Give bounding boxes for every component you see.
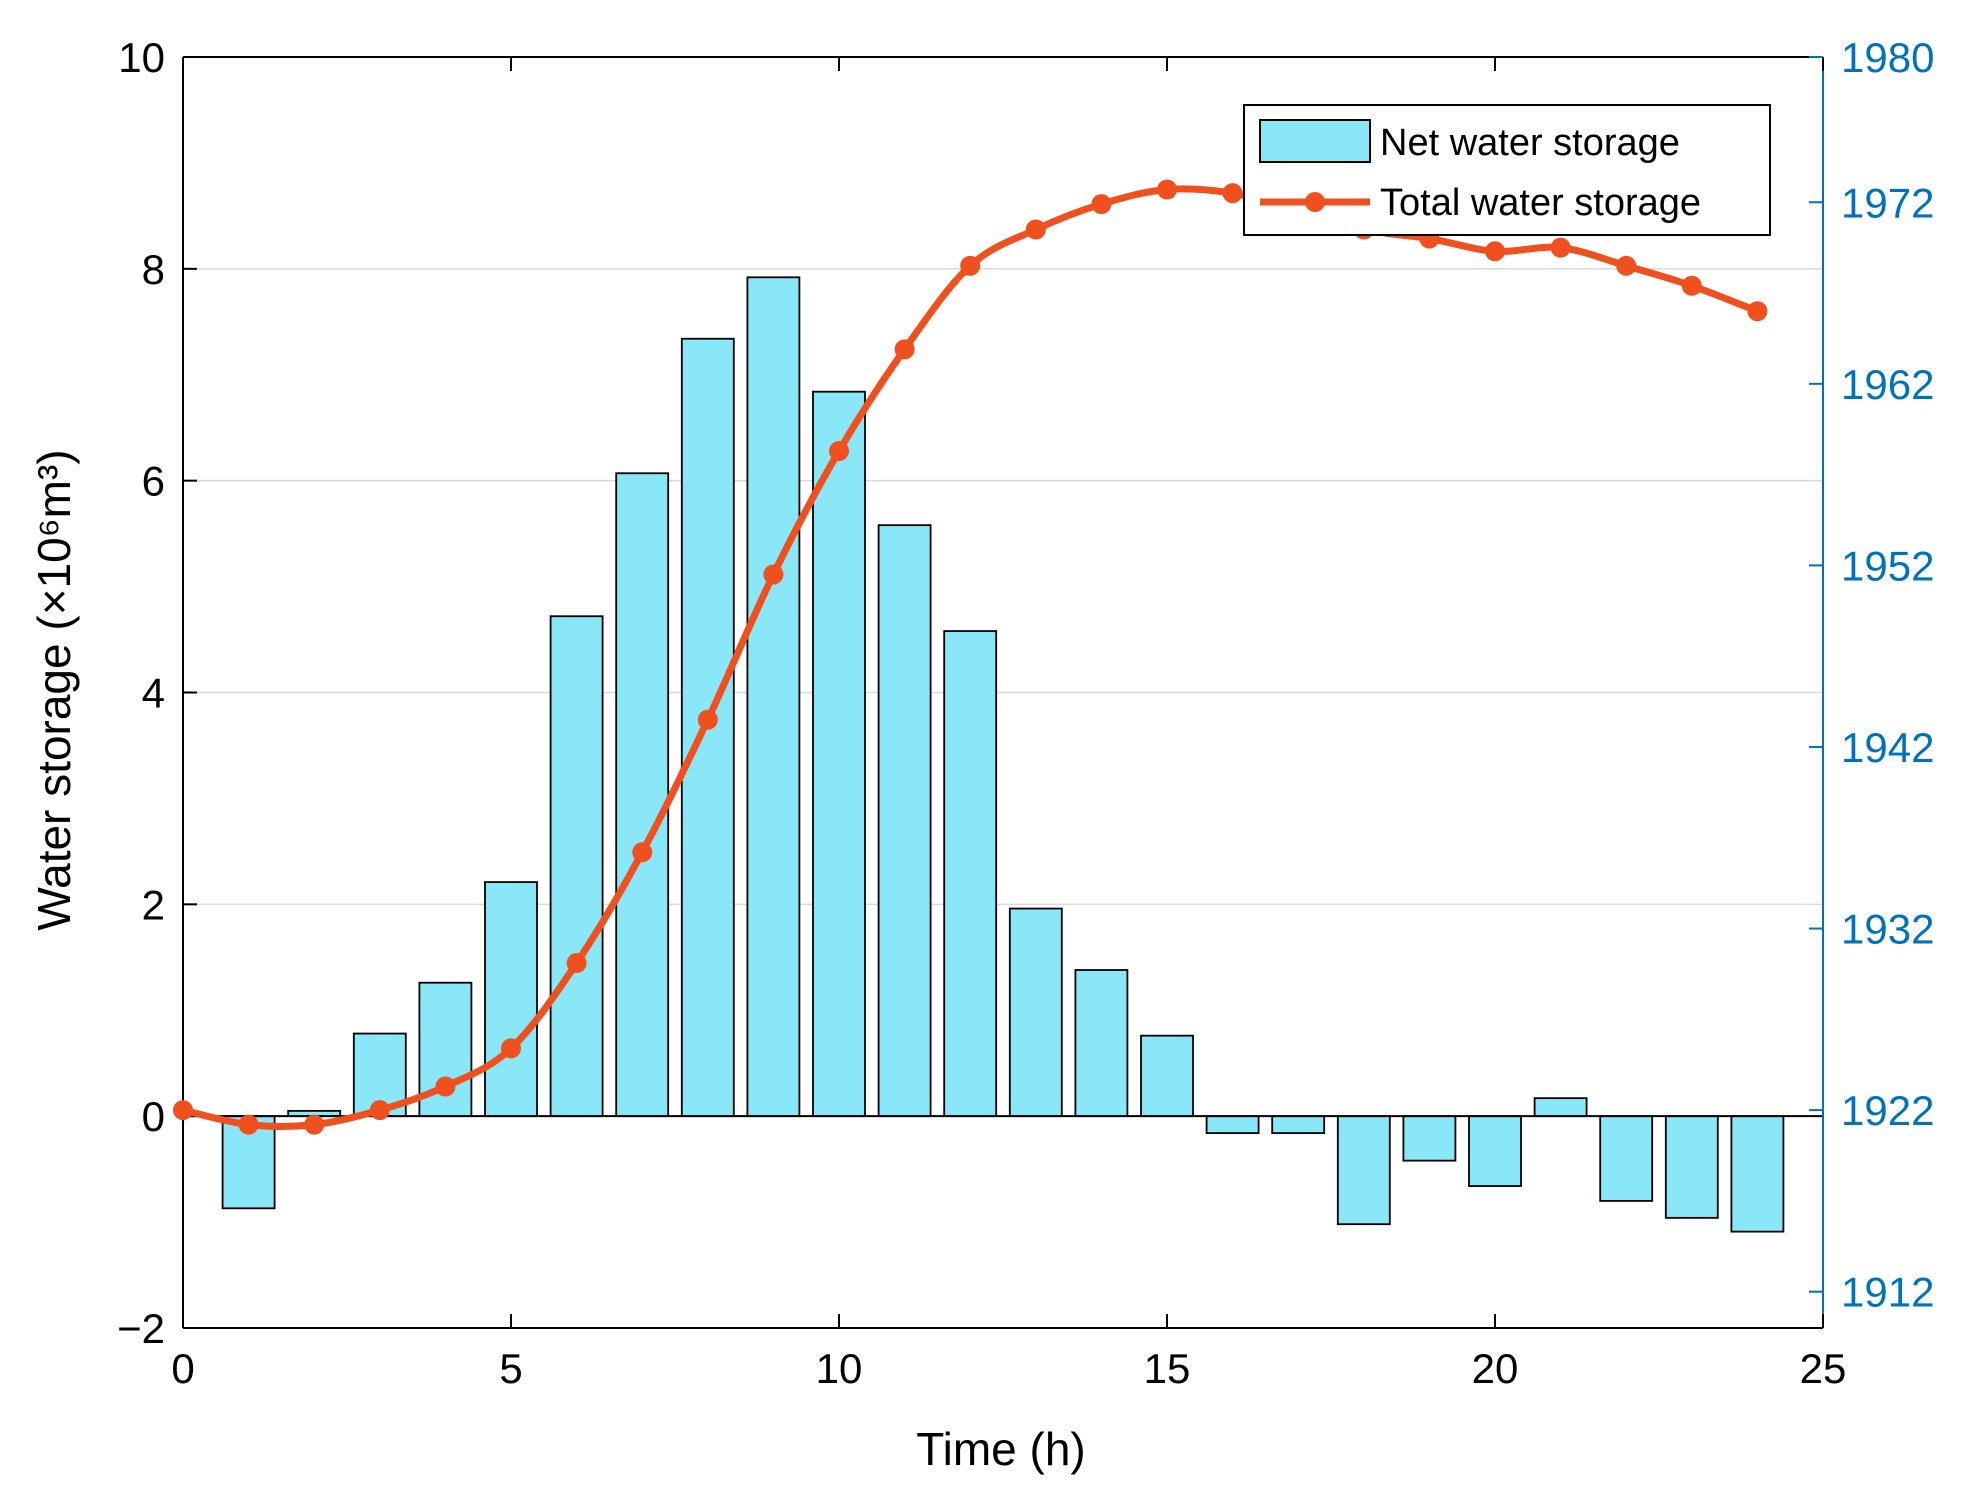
x-tick-label: 5 bbox=[499, 1345, 522, 1392]
legend-label-net-water-storage: Net water storage bbox=[1380, 122, 1680, 164]
bar bbox=[549, 615, 604, 1118]
line-point bbox=[173, 1100, 193, 1121]
bar bbox=[1730, 1115, 1785, 1233]
line-point bbox=[1157, 179, 1177, 200]
legend: Net water storage Total water storage bbox=[1243, 104, 1771, 236]
x-tick-label: 20 bbox=[1472, 1345, 1519, 1392]
line-point bbox=[697, 709, 718, 730]
y2-tick-label: 1980 bbox=[1841, 34, 1934, 81]
line-point bbox=[632, 842, 653, 863]
line-point bbox=[763, 564, 784, 585]
bar bbox=[1008, 907, 1063, 1118]
line-point bbox=[829, 441, 849, 462]
bar bbox=[1402, 1115, 1457, 1162]
line-point bbox=[894, 339, 915, 360]
y-tick-label: 8 bbox=[142, 246, 165, 293]
bar bbox=[1271, 1115, 1326, 1135]
line-point bbox=[566, 953, 587, 974]
y2-tick-label: 1942 bbox=[1841, 724, 1934, 771]
y-tick-label: 2 bbox=[142, 881, 165, 928]
legend-line-marker bbox=[1305, 192, 1325, 212]
legend-label-total-water-storage: Total water storage bbox=[1380, 182, 1701, 224]
bar bbox=[484, 881, 538, 1118]
line-point bbox=[369, 1100, 390, 1121]
bar bbox=[1468, 1115, 1522, 1187]
bar bbox=[1664, 1115, 1719, 1219]
x-axis-label: Time (h) bbox=[916, 1423, 1086, 1475]
line-point bbox=[1616, 255, 1637, 276]
bar bbox=[943, 630, 998, 1118]
legend-bar-swatch bbox=[1259, 119, 1371, 163]
axes: 0 5 10 15 20 25−20246810191219221932194219521… bbox=[117, 34, 1934, 1392]
y2-tick-label: 1932 bbox=[1841, 906, 1934, 953]
bar bbox=[1336, 1115, 1391, 1226]
bar bbox=[877, 524, 932, 1118]
x-tick-label: 10 bbox=[816, 1345, 863, 1392]
y-tick-label: 6 bbox=[142, 458, 165, 505]
bar bbox=[746, 276, 801, 1118]
x-tick-label: 0 bbox=[171, 1345, 194, 1392]
line-point bbox=[435, 1076, 456, 1097]
bar bbox=[812, 390, 866, 1118]
y2-tick-label: 1922 bbox=[1841, 1087, 1934, 1134]
line-point bbox=[1485, 241, 1505, 262]
bar bbox=[1205, 1115, 1260, 1135]
bar-series-net-water-storage bbox=[221, 276, 1785, 1233]
x-tick-label: 15 bbox=[1144, 1345, 1191, 1392]
bar bbox=[1533, 1097, 1588, 1118]
line-point bbox=[1222, 183, 1243, 204]
x-tick-label: 25 bbox=[1800, 1345, 1847, 1392]
line-point bbox=[1681, 275, 1702, 296]
line-point bbox=[1550, 237, 1571, 258]
y2-tick-label: 1972 bbox=[1841, 179, 1934, 226]
line-point bbox=[1747, 301, 1768, 322]
y-tick-label: 10 bbox=[118, 34, 165, 81]
y-tick-label: 4 bbox=[142, 670, 165, 717]
line-path bbox=[182, 185, 1759, 1130]
bar bbox=[615, 472, 670, 1118]
line-point bbox=[1091, 194, 1112, 215]
bar bbox=[1074, 969, 1129, 1118]
bar bbox=[1140, 1034, 1194, 1118]
line-point bbox=[1025, 219, 1046, 240]
y2-tick-label: 1952 bbox=[1841, 542, 1934, 589]
line-point bbox=[304, 1114, 325, 1135]
y-axis-label: Water storage (×10⁶m³) bbox=[28, 449, 80, 930]
bar bbox=[1599, 1115, 1654, 1202]
line-point bbox=[960, 255, 981, 276]
line-point bbox=[501, 1038, 521, 1059]
y-tick-label: −2 bbox=[117, 1305, 165, 1352]
y2-tick-label: 1962 bbox=[1841, 361, 1934, 408]
y-tick-label: 0 bbox=[142, 1093, 165, 1140]
y2-tick-label: 1912 bbox=[1841, 1269, 1934, 1316]
line-point bbox=[238, 1114, 259, 1135]
